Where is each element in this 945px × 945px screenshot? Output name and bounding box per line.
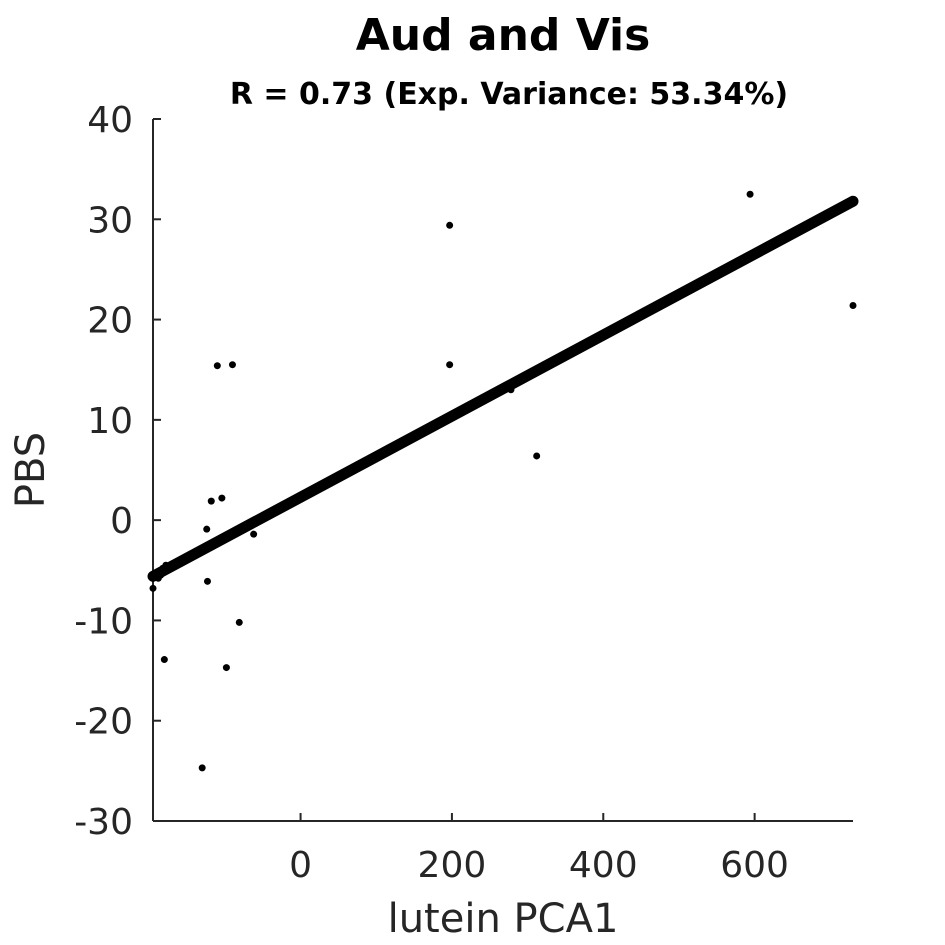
data-point: [162, 561, 170, 569]
data-point: [235, 618, 243, 626]
y-tick-label: 0: [110, 501, 133, 542]
y-tick-label: -10: [74, 601, 133, 642]
data-point: [160, 656, 168, 664]
y-tick-label: 10: [87, 401, 133, 442]
data-point: [203, 577, 211, 585]
chart-title: Aud and Vis: [356, 10, 651, 61]
data-point: [228, 361, 236, 369]
data-point: [207, 497, 215, 505]
data-point: [746, 190, 754, 198]
data-point: [218, 494, 226, 502]
y-tick-label: -20: [74, 702, 133, 743]
data-point: [446, 361, 454, 369]
data-point: [849, 302, 857, 310]
data-point: [446, 221, 454, 229]
fit-line-group: [147, 195, 859, 582]
y-tick-label: -30: [74, 802, 133, 843]
y-tick-label: 30: [87, 200, 133, 241]
data-point: [250, 530, 258, 538]
fit-line: [147, 195, 859, 582]
data-point: [198, 764, 206, 772]
x-tick-label: 600: [720, 845, 789, 886]
data-point: [533, 452, 541, 460]
data-point: [157, 571, 165, 579]
y-tick-label: 40: [87, 100, 133, 141]
data-points: [149, 190, 857, 772]
data-point: [213, 362, 221, 370]
x-tick-label: 200: [418, 845, 487, 886]
x-tick-label: 400: [569, 845, 638, 886]
data-point: [507, 386, 515, 394]
data-point: [222, 664, 230, 672]
data-point: [149, 584, 157, 592]
y-axis-label: PBS: [8, 432, 54, 508]
data-point: [203, 525, 211, 533]
x-tick-label: 0: [289, 845, 312, 886]
chart-subtitle: R = 0.73 (Exp. Variance: 53.34%): [230, 77, 788, 112]
y-tick-label: 20: [87, 301, 133, 342]
x-axis-label: lutein PCA1: [388, 896, 619, 942]
